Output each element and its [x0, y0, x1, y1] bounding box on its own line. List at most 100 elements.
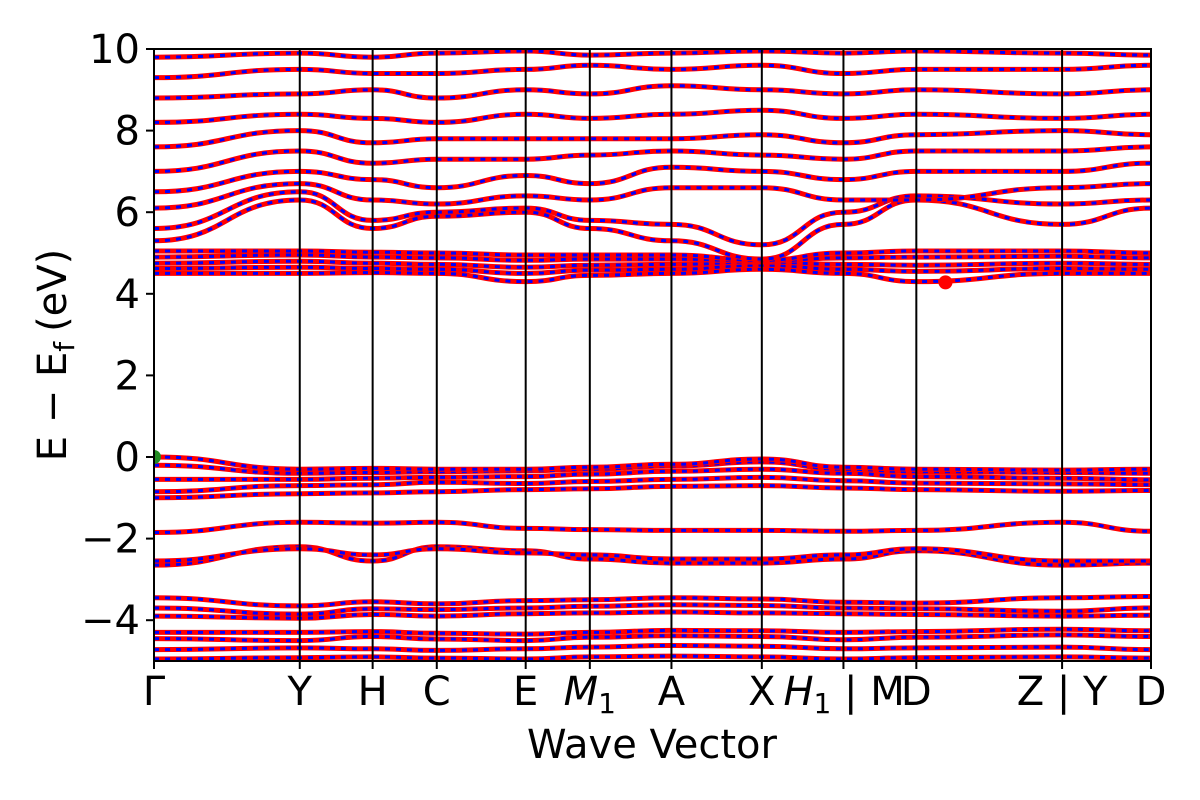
band-2 — [154, 642, 1151, 653]
band-line-red — [154, 466, 1151, 483]
band-30 — [154, 49, 1151, 60]
band-26 — [154, 128, 1151, 150]
y-tick-label: 2 — [115, 353, 140, 399]
band-28 — [154, 83, 1151, 101]
y-tick-label: −4 — [81, 598, 140, 644]
x-tick-label: D — [1136, 669, 1167, 715]
x-tick-label: E — [513, 669, 538, 715]
band-13 — [154, 466, 1151, 483]
y-axis-label-main: E − E — [30, 352, 76, 462]
band-line-red — [154, 262, 1151, 276]
y-axis-label-subscript: f — [48, 341, 81, 352]
x-tick-label: Z | Y — [1017, 669, 1108, 715]
y-tick-label: 0 — [115, 435, 140, 481]
band-line-blue-dashed — [154, 84, 1151, 100]
band-16 — [154, 266, 1151, 285]
y-tick-label: 4 — [115, 272, 140, 318]
band-line-red — [154, 519, 1151, 535]
band-18 — [154, 258, 1151, 270]
y-axis-label-unit: (eV) — [30, 249, 76, 332]
band-27 — [154, 107, 1151, 125]
kpoint-lines — [298, 49, 1064, 661]
y-axis-ticks: −4 −2 0 2 4 6 8 10 — [81, 27, 154, 644]
band-12 — [154, 474, 1151, 495]
plot-frame — [153, 48, 1152, 662]
band-25 — [154, 144, 1151, 174]
band-line-red — [154, 49, 1151, 60]
x-tick-label-main: H — [358, 669, 388, 715]
band-23 — [154, 181, 1151, 211]
x-tick-label: D — [901, 669, 932, 715]
x-tick-label: Γ — [143, 669, 166, 715]
x-tick-label-main: D — [901, 669, 932, 715]
y-tick-label: 10 — [89, 27, 140, 73]
x-tick-label-sub: 1 — [598, 687, 616, 720]
band-line-red — [154, 62, 1151, 81]
band-11 — [154, 483, 1151, 501]
x-tick-label: C — [423, 669, 451, 715]
band-line-red — [154, 632, 1151, 644]
band-line-blue-dashed — [154, 547, 1151, 563]
band-line-red — [154, 474, 1151, 495]
x-tick-label: H1 | M — [783, 669, 904, 720]
band-5 — [154, 609, 1151, 621]
band-line-red — [154, 454, 1151, 473]
band-line-red — [154, 248, 1151, 263]
band-19 — [154, 252, 1151, 264]
x-tick-label-main: A — [658, 669, 686, 715]
band-line-red — [154, 252, 1151, 264]
vbm-marker — [154, 450, 161, 464]
band-15 — [154, 454, 1151, 473]
band-line-blue-dashed — [154, 182, 1151, 210]
band-6 — [154, 602, 1151, 617]
band-line-red — [154, 609, 1151, 621]
band-3 — [154, 632, 1151, 644]
x-tick-label: M1 — [564, 669, 616, 720]
band-17 — [154, 262, 1151, 276]
x-axis-label: Wave Vector — [527, 722, 778, 768]
band-line-blue-dashed — [154, 198, 1151, 261]
band-line-red — [154, 642, 1151, 653]
band-9 — [154, 546, 1151, 564]
x-tick-label: H — [358, 669, 388, 715]
x-tick-label-main: D — [1136, 669, 1167, 715]
band-line-red — [154, 128, 1151, 150]
x-tick-label-suffix: | M — [831, 669, 904, 715]
extrema-points — [154, 275, 953, 464]
x-tick-label: Y — [287, 669, 313, 715]
x-tick-label-main: Y — [287, 669, 313, 715]
x-tick-label-sub: 1 — [814, 687, 832, 720]
band-20 — [154, 248, 1151, 263]
band-line-red — [154, 483, 1151, 501]
band-1 — [154, 653, 1151, 661]
x-tick-label: X — [748, 669, 775, 715]
band-line-red — [154, 594, 1151, 609]
band-line-red — [154, 258, 1151, 270]
bands-layer — [154, 49, 1151, 661]
x-tick-label-main: X — [748, 669, 775, 715]
y-axis-label: E − Ef (eV) — [30, 249, 81, 462]
band-line-blue-dashed — [154, 108, 1151, 124]
band-7 — [154, 594, 1151, 609]
y-tick-label: 8 — [115, 109, 140, 155]
y-tick-label: −2 — [81, 517, 140, 563]
cbm-marker — [938, 275, 953, 290]
x-tick-label-main: E — [513, 669, 538, 715]
x-tick-label-main: Z | Y — [1017, 669, 1108, 715]
x-tick-label-main: Γ — [143, 669, 166, 715]
band-4 — [154, 626, 1151, 637]
band-29 — [154, 62, 1151, 81]
band-line-blue-dashed — [154, 267, 1151, 284]
x-tick-label: A — [658, 669, 686, 715]
band-10 — [154, 519, 1151, 535]
band-line-blue-dashed — [154, 161, 1151, 194]
band-line-red — [154, 626, 1151, 637]
band-line-blue-dashed — [154, 145, 1151, 173]
x-tick-label-main: C — [423, 669, 451, 715]
x-tick-label-main: H — [783, 669, 813, 715]
y-tick-label: 6 — [115, 190, 140, 236]
band-line-red — [154, 653, 1151, 661]
band-24 — [154, 160, 1151, 195]
